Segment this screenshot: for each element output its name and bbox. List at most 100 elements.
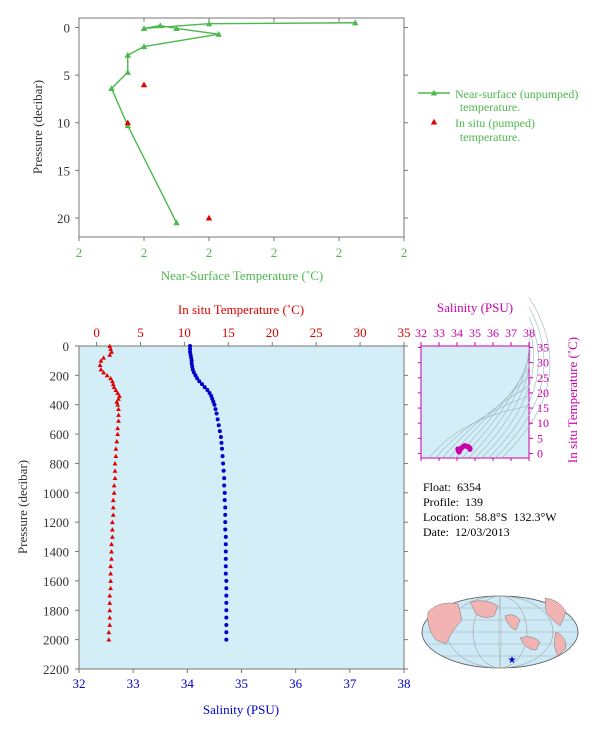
- salinity-point: [195, 376, 200, 381]
- in-situ-pumped-point: [140, 81, 148, 88]
- salinity-point: [202, 385, 207, 390]
- salinity-point: [221, 461, 226, 466]
- temp-point: [108, 578, 114, 583]
- salinity-point: [213, 407, 218, 412]
- ts-y-tick-label: 15: [537, 401, 549, 415]
- map-land: [504, 614, 521, 631]
- near-surface-point: [173, 219, 180, 226]
- temp-point: [116, 418, 121, 423]
- temp-point: [104, 372, 110, 378]
- temp-tick-label: 10: [178, 325, 191, 340]
- temp-axis-label: In situ Temperature (˚C): [178, 302, 304, 317]
- near-surface-y-tick-label: 10: [57, 116, 70, 131]
- salinity-point: [223, 564, 228, 569]
- ts-y-tick-label: 5: [537, 431, 543, 445]
- salinity-tick-label: 32: [73, 676, 86, 691]
- salinity-tick-label: 36: [289, 676, 303, 691]
- salinity-point: [224, 593, 229, 598]
- temp-point: [110, 505, 116, 510]
- density-contour: [441, 385, 530, 459]
- pressure-tick-label: 200: [50, 368, 70, 383]
- ts-x-tick-label: 35: [469, 326, 481, 340]
- temp-point: [109, 534, 115, 539]
- ts-x-tick-label: 36: [487, 326, 499, 340]
- near-surface-frame: [78, 17, 405, 238]
- temp-point: [112, 475, 118, 481]
- in-situ-pumped-point: [124, 119, 131, 126]
- near-surface-y-tick-label: 20: [57, 211, 70, 226]
- near-surface-point: [215, 30, 222, 37]
- map-land: [427, 602, 463, 645]
- temp-tick-label: 20: [266, 325, 279, 340]
- near-surface-y-tick-label: 0: [64, 21, 71, 36]
- temp-point: [111, 483, 117, 488]
- temp-tick-label: 30: [354, 325, 367, 340]
- density-contour: [494, 306, 545, 459]
- salinity-point: [223, 527, 228, 532]
- pressure-tick-label: 600: [50, 427, 70, 442]
- temp-point: [116, 396, 121, 401]
- temp-point: [115, 425, 121, 431]
- profile-date: Date: 12/03/2013: [423, 525, 510, 539]
- density-contour: [428, 405, 530, 459]
- salinity-point: [191, 370, 196, 375]
- salinity-point: [223, 505, 228, 510]
- temp-point: [112, 461, 118, 466]
- ts-x-tick-label: 37: [505, 326, 517, 340]
- salinity-point: [197, 379, 202, 384]
- pressure-tick-label: 1200: [43, 515, 69, 530]
- map-land: [469, 600, 499, 618]
- near-surface-x-axis-label: Near-Surface Temperature (˚C): [161, 268, 323, 283]
- temp-point: [109, 519, 115, 525]
- near-surface-point: [173, 25, 180, 32]
- density-contour: [461, 356, 530, 459]
- salinity-point: [223, 571, 228, 576]
- temp-tick-label: 25: [310, 325, 323, 340]
- temp-tick-label: 35: [398, 325, 411, 340]
- temp-point: [107, 600, 113, 605]
- profile-background: [78, 345, 405, 670]
- map-land: [544, 597, 567, 627]
- temp-point: [107, 607, 113, 613]
- legend-label-near-surface: Near-surface (unpumped): [455, 87, 578, 101]
- near-surface-x-tick-label: 2: [206, 245, 213, 260]
- salinity-point: [221, 468, 226, 473]
- salinity-point: [215, 417, 220, 422]
- near-surface-point: [124, 51, 131, 58]
- salinity-tick-label: 33: [127, 676, 140, 691]
- temp-point: [106, 629, 112, 635]
- ts-x-tick-label: 33: [433, 326, 445, 340]
- temp-tick-label: 15: [222, 325, 235, 340]
- temp-point: [109, 349, 114, 354]
- legend-label-in-situ: In situ (pumped): [455, 116, 535, 130]
- temp-point: [116, 406, 121, 412]
- temp-point: [114, 439, 120, 444]
- near-surface-point: [140, 25, 148, 32]
- temp-point: [107, 615, 113, 620]
- temp-point: [107, 343, 113, 348]
- temp-point: [108, 563, 114, 569]
- near-surface-y-tick-label: 5: [64, 68, 71, 83]
- density-contour: [501, 296, 551, 459]
- salinity-point: [223, 534, 228, 539]
- ts-y-tick-label: 35: [537, 341, 549, 355]
- temp-point: [111, 384, 117, 390]
- temp-point: [109, 549, 114, 554]
- density-contour: [468, 346, 530, 459]
- salinity-point: [188, 344, 193, 348]
- temp-point: [101, 370, 106, 375]
- salinity-point: [188, 346, 193, 351]
- salinity-tick-label: 38: [398, 676, 411, 691]
- temp-tick-label: 5: [137, 325, 144, 340]
- legend-label-near-surface-2: temperature.: [460, 100, 520, 114]
- temp-point: [98, 358, 104, 363]
- ts-y-tick-label: 20: [537, 386, 549, 400]
- salinity-point: [223, 520, 228, 525]
- temp-point: [107, 622, 113, 627]
- near-surface-series-line: [110, 22, 356, 224]
- salinity-tick-label: 35: [235, 676, 248, 691]
- temp-point: [107, 593, 113, 598]
- float-number: Float: 6354: [423, 480, 482, 494]
